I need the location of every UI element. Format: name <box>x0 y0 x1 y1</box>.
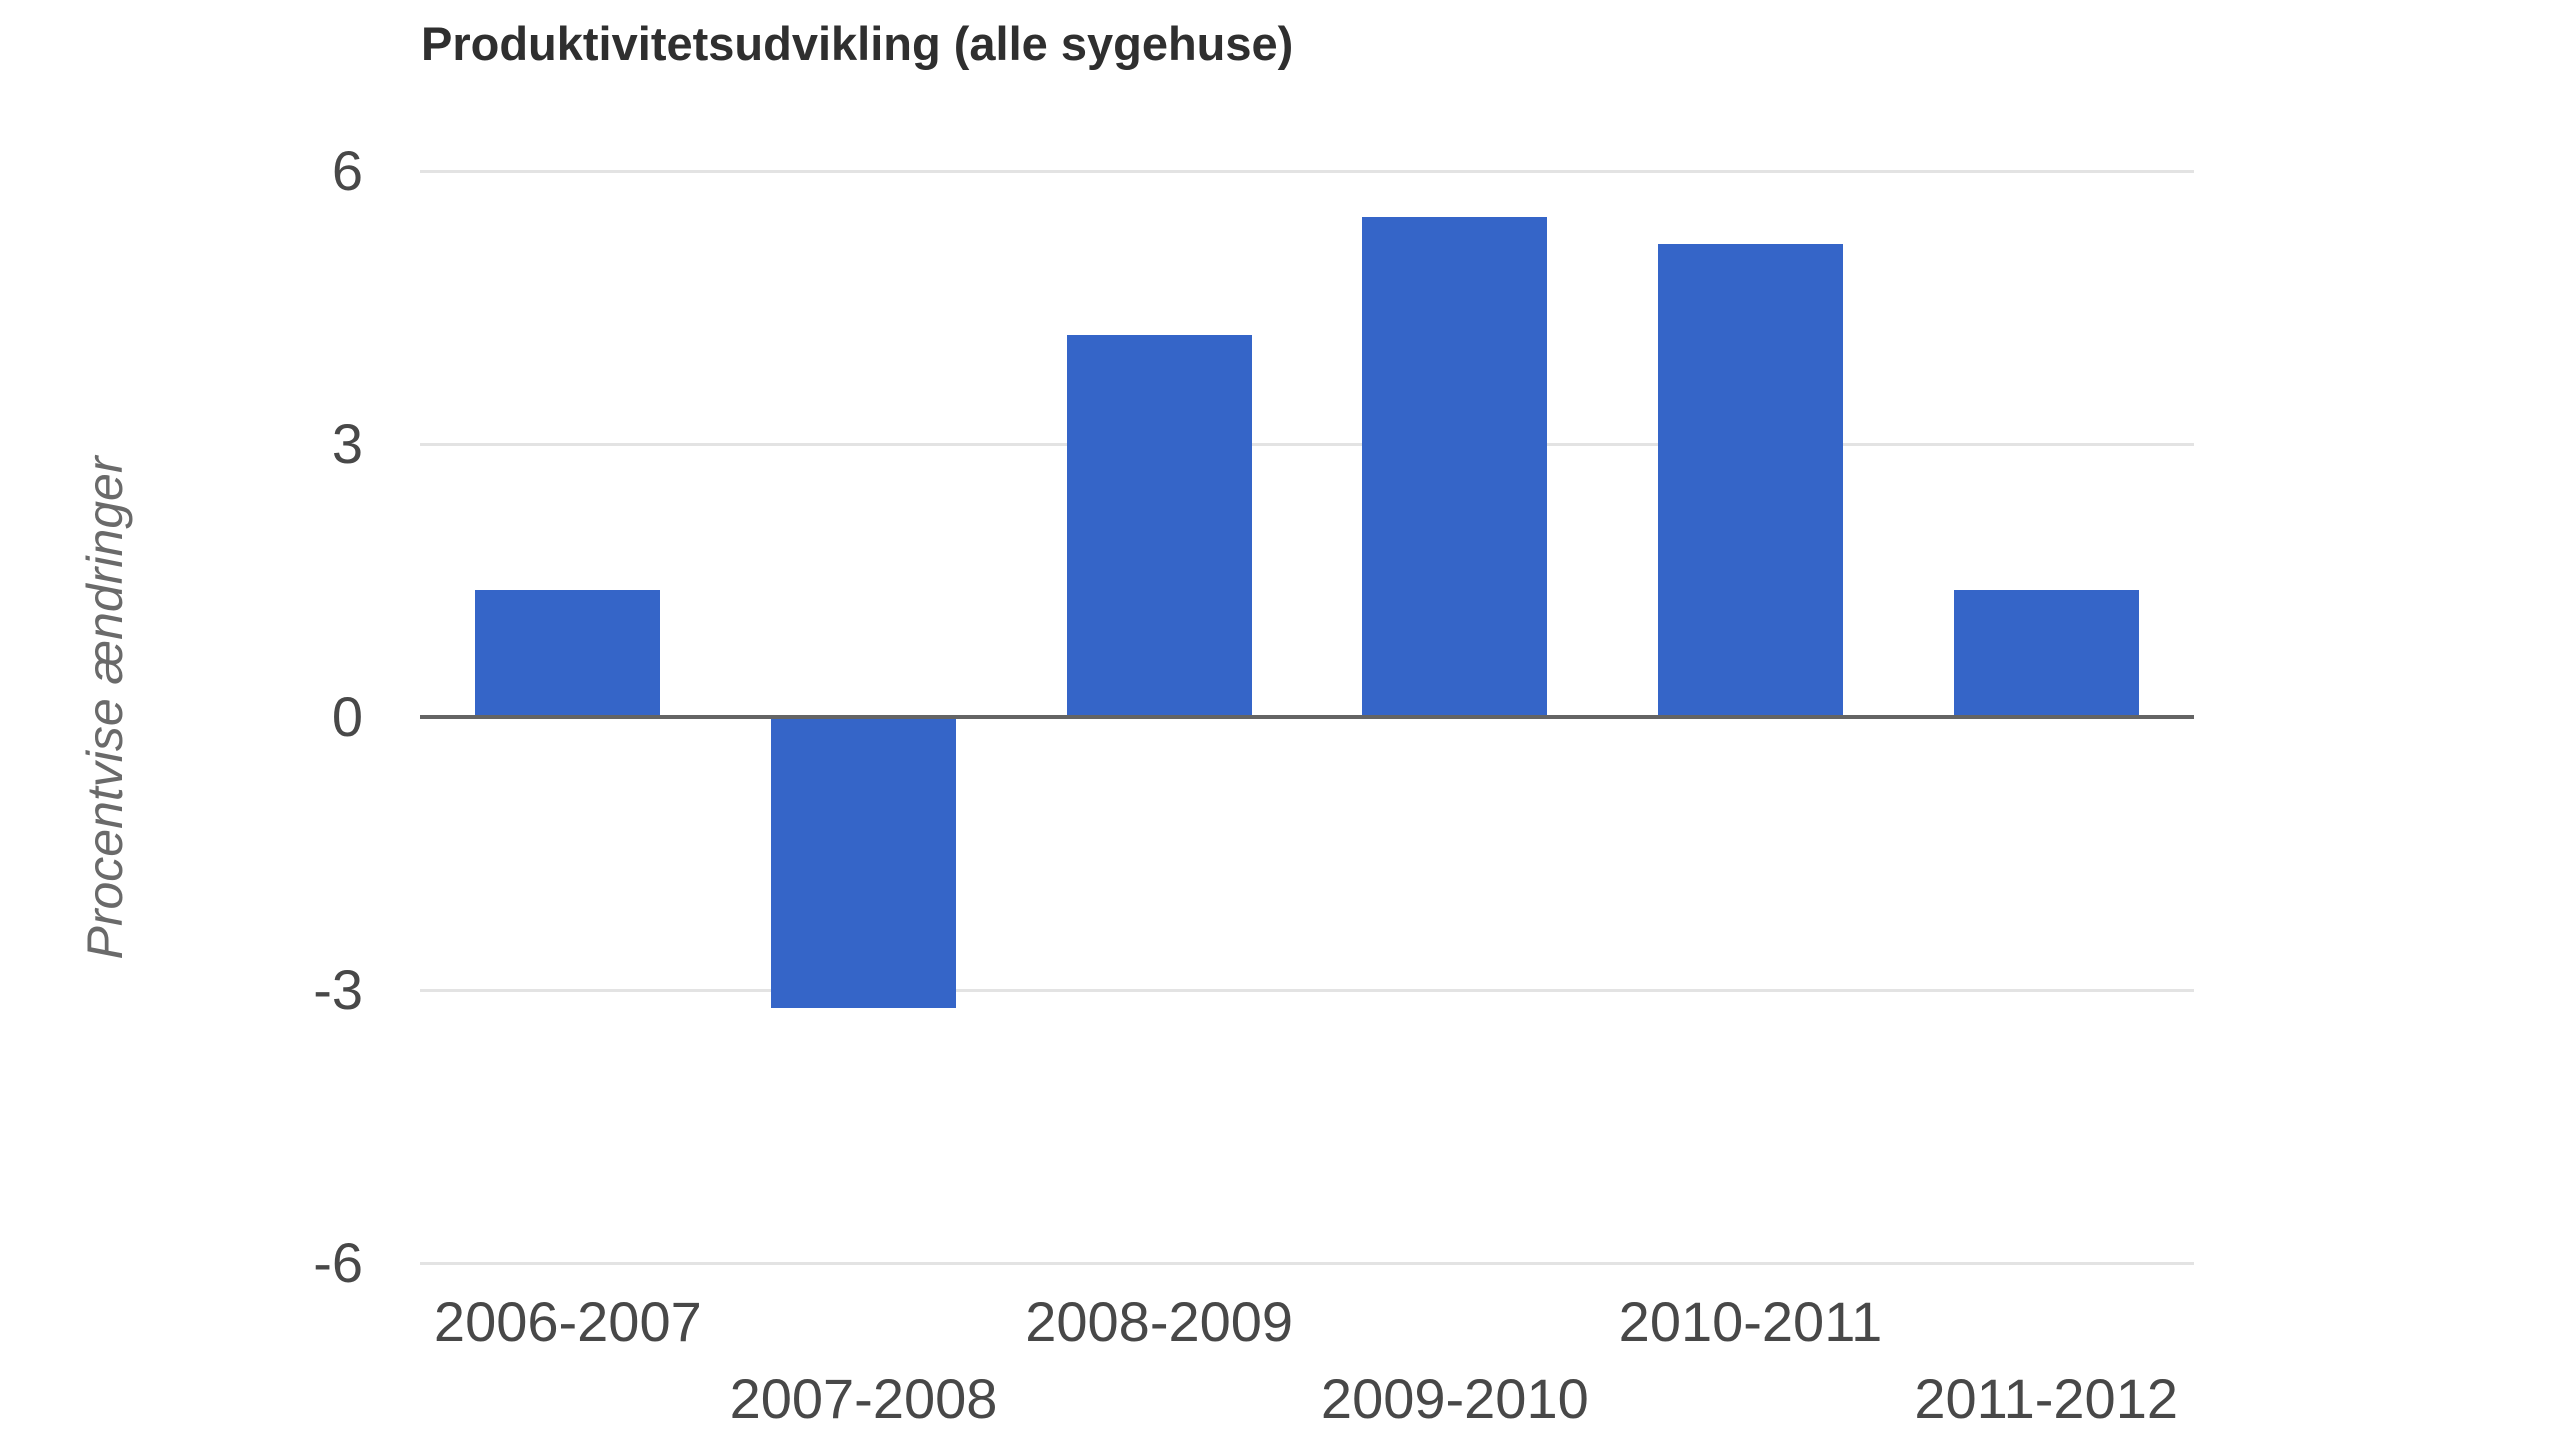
gridline <box>420 170 2194 173</box>
bar <box>771 717 956 1009</box>
bar <box>1362 216 1548 717</box>
x-axis-baseline <box>420 715 2194 719</box>
bar <box>1953 589 2139 717</box>
y-tick-label: 6 <box>331 139 363 202</box>
bar <box>475 589 661 717</box>
y-tick-label: -3 <box>313 958 363 1021</box>
chart-title: Produktivitetsudvikling (alle sygehuse) <box>421 17 1294 70</box>
bar <box>1066 334 1252 717</box>
x-tick-label: 2007-2008 <box>729 1367 998 1430</box>
x-tick-label: 2011-2012 <box>1914 1367 2178 1430</box>
bar <box>1658 243 1843 717</box>
y-tick-label: 0 <box>331 685 363 748</box>
y-tick-label: -6 <box>313 1231 363 1294</box>
x-tick-label: 2008-2009 <box>1025 1290 1294 1353</box>
x-tick-label: 2006-2007 <box>433 1290 702 1353</box>
x-tick-label: 2010-2011 <box>1618 1290 1883 1353</box>
gridline <box>420 1262 2194 1265</box>
gridline <box>420 443 2194 446</box>
gridline <box>420 989 2194 992</box>
x-tick-label: 2009-2010 <box>1320 1367 1589 1430</box>
y-tick-label: 3 <box>331 412 363 475</box>
